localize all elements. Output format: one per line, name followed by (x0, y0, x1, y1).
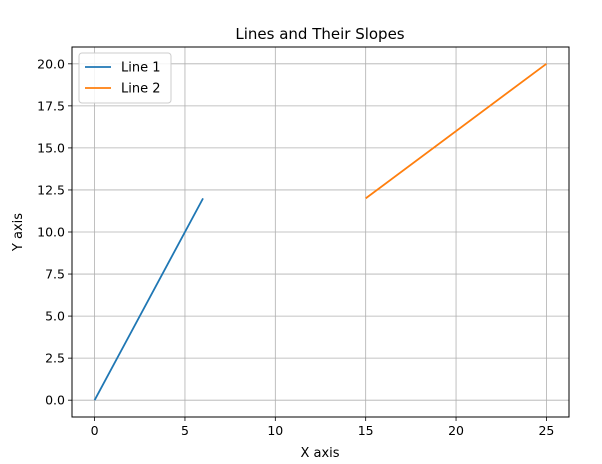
series-lines (93, 63, 547, 401)
y-tick-label: 0.0 (45, 393, 65, 408)
y-tick-label: 2.5 (45, 351, 65, 366)
y-tick-label: 7.5 (45, 267, 65, 282)
chart-title: Lines and Their Slopes (235, 25, 404, 43)
x-axis-ticks: 0 5 10 15 20 25 (91, 417, 554, 438)
y-tick-label: 5.0 (45, 309, 65, 324)
legend-label-2: Line 2 (121, 82, 161, 97)
series-line-1 (93, 197, 204, 401)
y-tick-label: 12.5 (37, 182, 65, 197)
y-tick-label: 17.5 (37, 98, 65, 113)
y-tick-label: 10.0 (37, 225, 65, 240)
y-axis-label: Y axis (11, 213, 26, 252)
legend-label-1: Line 1 (121, 61, 161, 76)
x-tick-label: 10 (267, 423, 283, 438)
x-tick-label: 20 (448, 423, 464, 438)
grid-lines (72, 47, 569, 417)
x-tick-label: 25 (538, 423, 554, 438)
legend-box (78, 52, 172, 104)
series-line-2 (365, 63, 547, 200)
legend: Line 1 Line 2 (78, 52, 172, 104)
y-tick-label: 15.0 (37, 140, 65, 155)
x-tick-label: 5 (181, 423, 189, 438)
x-tick-label: 0 (91, 423, 99, 438)
x-tick-label: 15 (358, 423, 374, 438)
x-axis-label: X axis (300, 446, 339, 461)
y-axis-ticks: 0.0 2.5 5.0 7.5 10.0 12.5 15.0 17.5 20.0 (37, 56, 72, 408)
y-tick-label: 20.0 (37, 56, 65, 71)
